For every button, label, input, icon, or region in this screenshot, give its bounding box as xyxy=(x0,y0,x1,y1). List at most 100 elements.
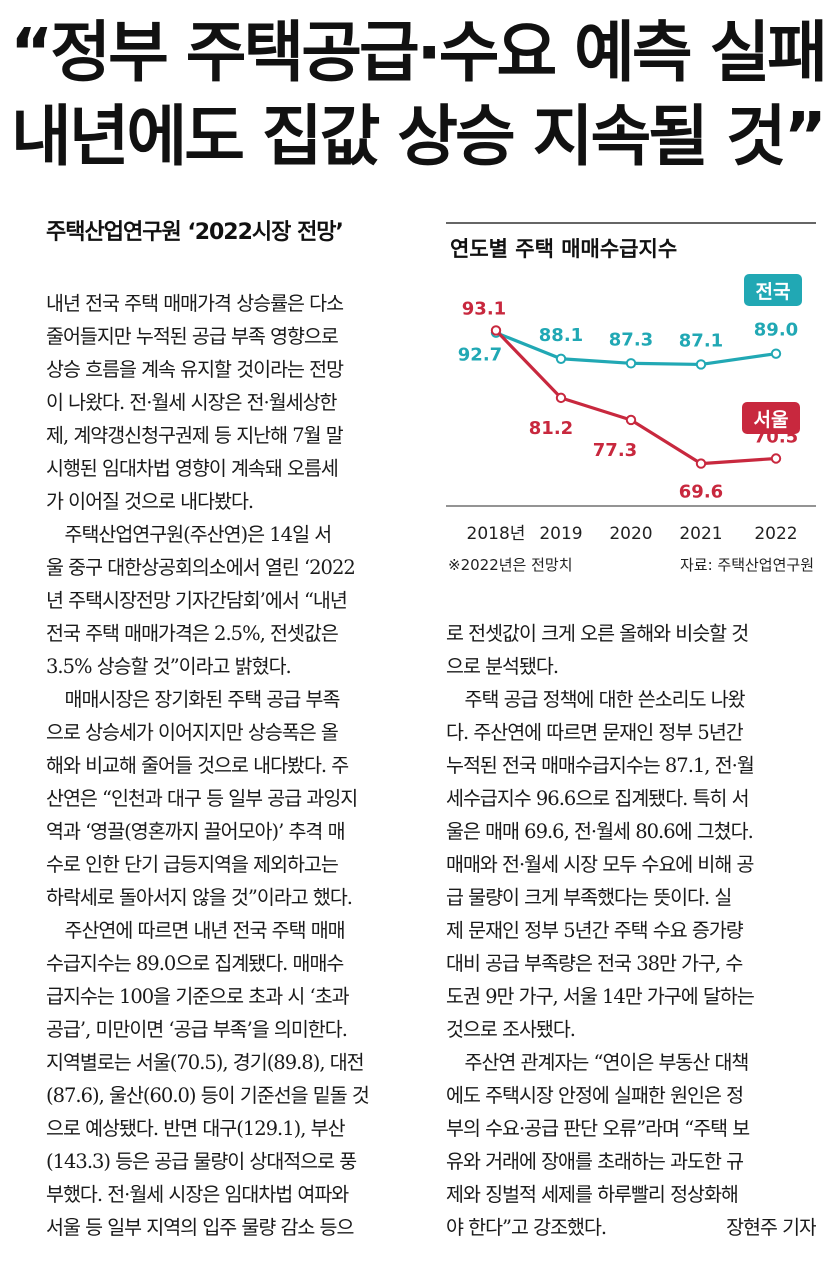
article-line-text: 상승 흐름을 계속 유지할 것이라는 전망 xyxy=(46,358,344,381)
chart-title: 연도별 주택 매매수급지수 xyxy=(450,237,677,261)
article-line: 산연은 “인천과 대구 등 일부 공급 과잉지 xyxy=(46,782,424,815)
article-line-text: 대비 공급 부족량은 전국 38만 가구, 수 xyxy=(446,952,743,975)
article-line-text: 제 문재인 정부 5년간 주택 수요 증가량 xyxy=(446,919,744,942)
article-line: 것으로 조사됐다. xyxy=(446,1013,816,1046)
article-line-text: 다. 주산연에 따르면 문재인 정부 5년간 xyxy=(446,721,744,744)
x-tick-label: 2021 xyxy=(679,524,722,544)
article-line: 급지수는 100을 기준으로 초과 시 ‘초과 xyxy=(46,980,424,1013)
data-point xyxy=(770,453,782,464)
x-tick-label: 2020 xyxy=(609,524,652,544)
article-line: 으로 상승세가 이어지지만 상승폭은 올 xyxy=(46,716,424,749)
article-line: 서울 등 일부 지역의 입주 물량 감소 등으 xyxy=(46,1211,424,1244)
article-line: 급 물량이 크게 부족했다는 뜻이다. 실 xyxy=(446,881,816,914)
article-line-text: 하락세로 돌아서지 않을 것”이라고 했다. xyxy=(46,886,353,909)
legend-label: 서울 xyxy=(754,409,789,431)
article-line: 매매시장은 장기화된 주택 공급 부족 xyxy=(46,683,424,716)
article-line: 다. 주산연에 따르면 문재인 정부 5년간 xyxy=(446,716,816,749)
article-line-text: 줄어들지만 누적된 공급 부족 영향으로 xyxy=(46,325,339,348)
article-line-text: 해와 비교해 줄어들 것으로 내다봤다. 주 xyxy=(46,754,349,777)
article-line-text: 매매와 전·월세 시장 모두 수요에 비해 공 xyxy=(446,853,754,876)
article-line: 울 중구 대한상공회의소에서 열린 ‘2022 xyxy=(46,551,424,584)
article-line-text: 이 나왔다. 전·월세 시장은 전·월세상한 xyxy=(46,391,337,414)
article-line: 제, 계약갱신청구권제 등 지난해 7월 말 xyxy=(46,419,424,452)
article-line: 역과 ‘영끌(영혼까지 끌어모아)’ 추격 매 xyxy=(46,815,424,848)
article-line-text: 부의 수요·공급 판단 오류”라며 “주택 보 xyxy=(446,1117,750,1140)
article-line-text: 누적된 전국 매매수급지수는 87.1, 전·월 xyxy=(446,754,755,777)
article-line-text: 으로 상승세가 이어지지만 상승폭은 올 xyxy=(46,721,339,744)
article-line-text: 주택산업연구원(주산연)은 14일 서 xyxy=(46,523,333,546)
legend-badge xyxy=(744,274,802,306)
legend-label: 전국 xyxy=(756,281,791,303)
article-line: 으로 예상됐다. 반면 대구(129.1), 부산 xyxy=(46,1112,424,1145)
data-point xyxy=(625,414,637,426)
article-line: (87.6), 울산(60.0) 등이 기준선을 밑돌 것 xyxy=(46,1079,424,1112)
article-line-text: 부했다. 전·월세 시장은 임대차법 여파와 xyxy=(46,1183,349,1206)
article-line: 주산연 관계자는 “연이은 부동산 대책 xyxy=(446,1046,816,1079)
data-label: 92.7 xyxy=(458,345,502,366)
article-line-text: 산연은 “인천과 대구 등 일부 공급 과잉지 xyxy=(46,787,358,810)
article-line: 누적된 전국 매매수급지수는 87.1, 전·월 xyxy=(446,749,816,782)
article-line: 3.5% 상승할 것”이라고 밝혔다. xyxy=(46,650,424,683)
article-line: 시행된 임대차법 영향이 계속돼 오름세 xyxy=(46,452,424,485)
chart-footnote: ※2022년은 전망치 xyxy=(448,556,573,574)
article-line-text: 서울 등 일부 지역의 입주 물량 감소 등으 xyxy=(46,1216,354,1239)
article-line: 하락세로 돌아서지 않을 것”이라고 했다. xyxy=(46,881,424,914)
article-line-text: 울 중구 대한상공회의소에서 열린 ‘2022 xyxy=(46,556,356,579)
subhead: 주택산업연구원 ‘2022시장 전망’ xyxy=(46,220,344,245)
article-line-text: 내년 전국 주택 매매가격 상승률은 다소 xyxy=(46,292,344,315)
article-line-text: 으로 분석됐다. xyxy=(446,655,559,678)
data-label: 93.1 xyxy=(462,298,506,319)
article-line: 세수급지수 96.6으로 집계됐다. 특히 서 xyxy=(446,782,816,815)
article-line-text: 전국 주택 매매가격은 2.5%, 전셋값은 xyxy=(46,622,339,645)
headline-line-2: 내년에도 집값 상승 지속될 것” xyxy=(11,98,827,175)
data-point xyxy=(555,353,567,364)
article-line-text: 지역별로는 서울(70.5), 경기(89.8), 대전 xyxy=(46,1051,365,1074)
data-label: 81.2 xyxy=(529,418,573,439)
article-line-text: 주산연에 따르면 내년 전국 주택 매매 xyxy=(46,919,346,942)
article-line: 부했다. 전·월세 시장은 임대차법 여파와 xyxy=(46,1178,424,1211)
data-point xyxy=(770,348,782,359)
article-line: 상승 흐름을 계속 유지할 것이라는 전망 xyxy=(46,353,424,386)
article-line-text: 가 이어질 것으로 내다봤다. xyxy=(46,490,254,513)
data-label: 89.0 xyxy=(754,320,798,341)
x-tick-label: 2022 xyxy=(754,524,797,544)
headline-line-1: “정부 주택공급·수요 예측 실패 xyxy=(9,14,828,91)
article-line-text: 주택 공급 정책에 대한 쓴소리도 나왔 xyxy=(446,688,746,711)
article-line-text: 수로 인한 단기 급등지역을 제외하고는 xyxy=(46,853,339,876)
article-line: 공급’, 미만이면 ‘공급 부족’을 의미한다. xyxy=(46,1013,424,1046)
article-line: 울은 매매 69.6, 전·월세 80.6에 그쳤다. xyxy=(446,815,816,848)
article-line: 주택 공급 정책에 대한 쓴소리도 나왔 xyxy=(446,683,816,716)
data-label: 77.3 xyxy=(593,440,637,461)
data-point xyxy=(625,358,637,369)
article-line: 제 문재인 정부 5년간 주택 수요 증가량 xyxy=(446,914,816,947)
article-line: 야 한다”고 강조했다. 장현주 기자 xyxy=(446,1211,816,1244)
article-line-text: 주산연 관계자는 “연이은 부동산 대책 xyxy=(446,1051,750,1074)
article-line-text: (143.3) 등은 공급 물량이 상대적으로 풍 xyxy=(46,1150,357,1173)
data-label: 87.1 xyxy=(679,330,723,351)
article-line: 이 나왔다. 전·월세 시장은 전·월세상한 xyxy=(46,386,424,419)
article-line-text: 급지수는 100을 기준으로 초과 시 ‘초과 xyxy=(46,985,350,1008)
article-line: 지역별로는 서울(70.5), 경기(89.8), 대전 xyxy=(46,1046,424,1079)
article-line-text: 울은 매매 69.6, 전·월세 80.6에 그쳤다. xyxy=(446,820,754,843)
x-tick-label: 2018년 xyxy=(467,524,526,544)
byline: 장현주 기자 xyxy=(726,1216,816,1239)
chart: 연도별 주택 매매수급지수 92.7 88.1 87.3 87.1 89.0 전국 93.1 8… xyxy=(446,222,816,582)
data-label: 87.3 xyxy=(609,329,653,350)
article-line: 대비 공급 부족량은 전국 38만 가구, 수 xyxy=(446,947,816,980)
article-line-text: 3.5% 상승할 것”이라고 밝혔다. xyxy=(46,655,292,678)
article-line: 주산연에 따르면 내년 전국 주택 매매 xyxy=(46,914,424,947)
article-line-text: 년 주택시장전망 기자간담회’에서 “내년 xyxy=(46,589,348,612)
data-point xyxy=(490,325,502,336)
article-line-text: 유와 거래에 장애를 초래하는 과도한 규 xyxy=(446,1150,744,1173)
article-line: (143.3) 등은 공급 물량이 상대적으로 풍 xyxy=(46,1145,424,1178)
data-point xyxy=(555,392,567,404)
article-line-text: 공급’, 미만이면 ‘공급 부족’을 의미한다. xyxy=(46,1018,348,1041)
article-line-text: 수급지수는 89.0으로 집계됐다. 매매수 xyxy=(46,952,344,975)
article-line-text: 역과 ‘영끌(영혼까지 끌어모아)’ 추격 매 xyxy=(46,820,346,843)
article-line-text: 도권 9만 가구, 서울 14만 가구에 달하는 xyxy=(446,985,755,1008)
article-line-text: 시행된 임대차법 영향이 계속돼 오름세 xyxy=(46,457,339,480)
article-line: 으로 분석됐다. xyxy=(446,650,816,683)
article-line-text: 것으로 조사됐다. xyxy=(446,1018,576,1041)
article-line: 유와 거래에 장애를 초래하는 과도한 규 xyxy=(446,1145,816,1178)
article-line: 해와 비교해 줄어들 것으로 내다봤다. 주 xyxy=(46,749,424,782)
